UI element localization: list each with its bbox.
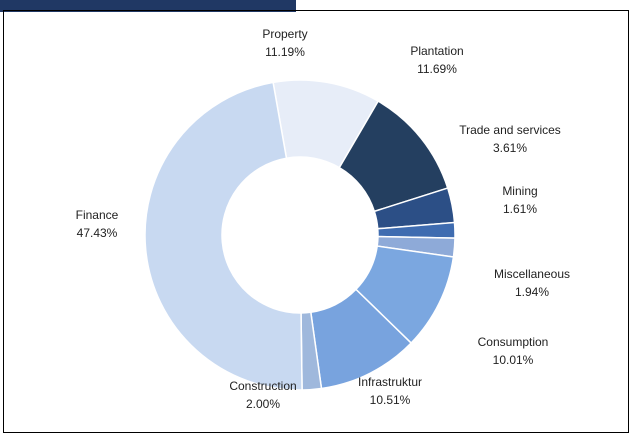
slice-label: Property	[262, 27, 307, 41]
slice-label: Miscellaneous	[494, 267, 570, 281]
slice-label: Consumption	[478, 335, 549, 349]
slice-label: Plantation	[410, 44, 463, 58]
slice-label: Trade and services	[459, 123, 561, 137]
slice-value: 2.00%	[246, 397, 280, 411]
slice-label: Construction	[229, 379, 296, 393]
donut-slice	[144, 81, 303, 391]
slice-value: 47.43%	[77, 226, 118, 240]
slice-label: Mining	[502, 184, 537, 198]
slice-value: 10.01%	[493, 353, 534, 367]
header-bar	[0, 0, 296, 12]
slice-value: 10.51%	[370, 393, 411, 407]
chart-border	[3, 10, 629, 433]
slice-label: Infrastruktur	[358, 375, 422, 389]
slice-label: Finance	[76, 208, 119, 222]
slice-value: 11.19%	[265, 45, 305, 59]
slice-value: 11.69%	[417, 62, 457, 76]
slice-value: 1.61%	[503, 202, 537, 216]
slice-value: 3.61%	[493, 141, 527, 155]
slice-value: 1.94%	[515, 285, 549, 299]
